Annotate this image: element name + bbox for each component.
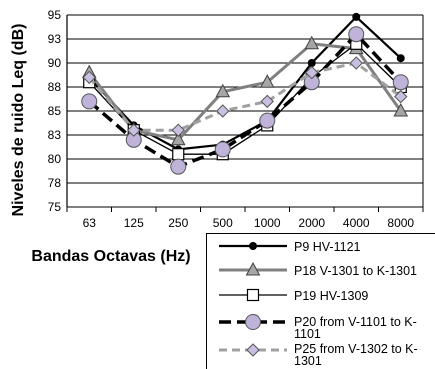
data-point bbox=[260, 94, 274, 109]
y-tick-label: 88 bbox=[48, 80, 62, 94]
y-tick-label: 85 bbox=[48, 104, 62, 118]
legend-swatch-p19 bbox=[219, 288, 287, 302]
legend-label: P20 from V-1101 to K-1101 bbox=[294, 315, 417, 341]
data-point bbox=[396, 54, 405, 63]
data-point bbox=[216, 104, 230, 118]
data-point bbox=[172, 148, 185, 161]
data-point bbox=[348, 26, 365, 43]
data-point bbox=[246, 343, 260, 357]
data-point bbox=[246, 288, 260, 302]
series-line bbox=[88, 15, 402, 151]
legend-label: P19 HV-1309 bbox=[294, 289, 369, 303]
legend-label: P9 HV-1121 bbox=[294, 240, 361, 254]
data-point bbox=[305, 65, 319, 80]
x-tick-label: 500 bbox=[213, 216, 233, 230]
series-5 bbox=[82, 56, 408, 137]
x-tick-label: 2000 bbox=[298, 216, 325, 230]
data-point bbox=[349, 56, 363, 70]
series-line bbox=[88, 42, 402, 142]
data-point bbox=[215, 83, 231, 98]
series-line bbox=[88, 61, 402, 132]
y-tick-label: 83 bbox=[48, 128, 62, 142]
data-point bbox=[170, 131, 186, 146]
x-tick-label: 4000 bbox=[343, 216, 370, 230]
legend-label: P25 from V-1302 to K-1301 bbox=[294, 342, 418, 368]
data-point bbox=[393, 102, 409, 117]
y-tick-label: 78 bbox=[48, 176, 62, 190]
legend-swatch-p20 bbox=[219, 314, 287, 330]
legend-swatch-p25 bbox=[219, 343, 287, 357]
x-tick-label: 1000 bbox=[254, 216, 281, 230]
y-tick-label: 93 bbox=[48, 32, 62, 46]
series-layer bbox=[81, 12, 409, 175]
data-point bbox=[81, 93, 98, 110]
data-point bbox=[307, 59, 316, 67]
data-point bbox=[392, 74, 409, 91]
series-line bbox=[88, 42, 402, 155]
y-axis-title: Niveles de ruido Leq (dB) bbox=[10, 24, 27, 217]
x-tick-label: 63 bbox=[83, 216, 97, 230]
data-point bbox=[127, 123, 141, 137]
data-point bbox=[214, 141, 231, 158]
y-tick-label: 75 bbox=[48, 200, 62, 214]
series-line bbox=[88, 31, 403, 169]
data-point bbox=[352, 12, 361, 21]
x-tick-labels: 63 125 250 500 1000 2000 4000 8000 bbox=[83, 216, 415, 230]
data-point bbox=[245, 261, 261, 276]
data-point bbox=[304, 35, 320, 50]
data-point bbox=[249, 242, 257, 250]
legend-swatch-p9 bbox=[219, 242, 287, 250]
data-point bbox=[259, 74, 275, 88]
series-4 bbox=[81, 26, 409, 175]
data-point bbox=[82, 70, 96, 85]
y-tick-label: 80 bbox=[48, 152, 62, 166]
x-tick-label: 8000 bbox=[387, 216, 414, 230]
y-tick-labels: 75 78 80 83 85 88 90 93 95 bbox=[48, 8, 62, 214]
legend-label: P18 V-1301 to K-1301 bbox=[294, 264, 418, 278]
x-axis-title: Bandas Octavas (Hz) bbox=[31, 248, 190, 265]
y-tick-label: 95 bbox=[48, 8, 62, 22]
data-point bbox=[245, 314, 261, 330]
data-point bbox=[170, 158, 187, 175]
legend: P9 HV-1121 P18 V-1301 to K-1301 P19 HV-1… bbox=[206, 233, 435, 369]
x-tick-label: 125 bbox=[124, 216, 144, 230]
data-point bbox=[394, 89, 408, 104]
y-tick-label: 90 bbox=[48, 56, 62, 70]
data-point bbox=[259, 112, 276, 129]
x-tick-label: 250 bbox=[168, 216, 188, 230]
legend-swatch-p18 bbox=[219, 261, 287, 276]
data-point bbox=[171, 123, 185, 137]
